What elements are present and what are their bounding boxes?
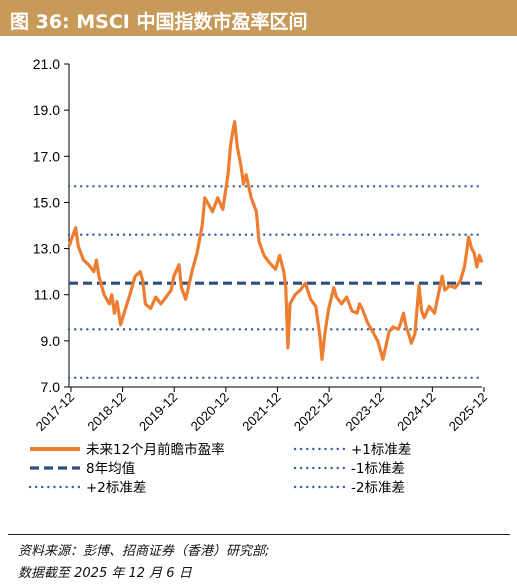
figure-title: 图 36: MSCI 中国指数市盈率区间 [10, 11, 308, 33]
y-tick-label: 17.0 [33, 148, 60, 164]
x-tick-label: 2017-12 [33, 390, 77, 434]
x-tick-label: 2021-12 [239, 390, 283, 434]
pe-series-line [67, 120, 484, 361]
x-tick-label: 2022-12 [291, 390, 335, 434]
y-tick-label: 11.0 [34, 287, 60, 303]
x-tick-label: 2025-12 [446, 390, 490, 434]
legend-label: 未来12个月前瞻市盈率 [86, 441, 225, 458]
legend-label: -2标准差 [351, 480, 405, 496]
y-tick-label: 21.0 [33, 56, 60, 72]
x-tick-label: 2019-12 [136, 390, 180, 434]
legend-label: -1标准差 [351, 461, 405, 477]
x-tick-label: 2023-12 [343, 390, 387, 434]
source-divider [8, 534, 510, 535]
y-tick-label: 15.0 [33, 194, 60, 210]
legend-label: 8年均值 [86, 461, 135, 477]
legend-label: +1标准差 [351, 442, 411, 458]
y-tick-label: 7.0 [41, 379, 61, 395]
y-tick-label: 19.0 [33, 102, 60, 118]
figure-title-bar: 图 36: MSCI 中国指数市盈率区间 [0, 0, 517, 36]
y-tick-label: 13.0 [33, 241, 60, 257]
x-tick-label: 2020-12 [188, 390, 232, 434]
data-date-note: 数据截至 2025 年 12 月 6 日 [18, 566, 192, 581]
legend-label: +2标准差 [86, 480, 146, 496]
source-note: 资料来源：彭博、招商证券（香港）研究部; [18, 544, 270, 559]
y-tick-label: 9.0 [41, 333, 61, 349]
x-tick-label: 2018-12 [84, 390, 128, 434]
x-tick-label: 2024-12 [394, 390, 438, 434]
